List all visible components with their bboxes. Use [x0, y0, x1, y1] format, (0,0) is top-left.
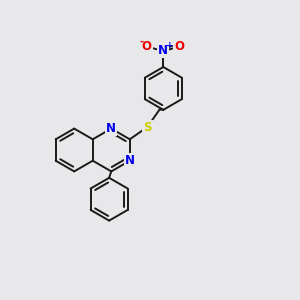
- Text: N: N: [158, 44, 168, 58]
- Text: S: S: [143, 121, 152, 134]
- Text: N: N: [106, 122, 116, 135]
- Text: N: N: [125, 154, 135, 167]
- Text: O: O: [142, 40, 152, 53]
- Text: +: +: [166, 41, 173, 50]
- Text: O: O: [174, 40, 184, 53]
- Text: -: -: [139, 36, 143, 46]
